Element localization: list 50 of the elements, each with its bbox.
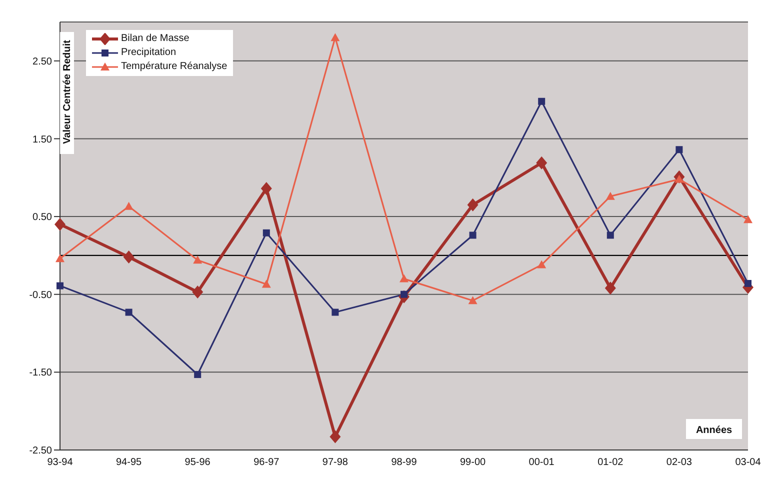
point <box>124 202 134 210</box>
y-tick-label: -1.50 <box>29 368 52 379</box>
point <box>262 280 271 288</box>
point <box>56 282 64 290</box>
point <box>123 250 134 264</box>
y-tick-label: -0.50 <box>29 290 52 301</box>
point <box>193 256 202 264</box>
point <box>125 308 132 316</box>
point <box>744 215 752 224</box>
point <box>536 156 548 170</box>
point <box>604 282 616 295</box>
x-tick-label: 97-98 <box>322 457 348 468</box>
point <box>400 274 408 282</box>
point <box>537 260 546 268</box>
point <box>606 232 614 239</box>
point <box>606 192 615 200</box>
x-tick-label: 93-94 <box>47 457 74 468</box>
legend-label: Precipitation <box>121 46 176 60</box>
point <box>676 146 683 154</box>
y-tick-label: 0.50 <box>32 212 52 224</box>
legend-label: Température Réanalyse <box>121 60 228 74</box>
point <box>330 430 341 444</box>
x-tick-label: 00-01 <box>528 457 555 468</box>
y-tick-label: 2.50 <box>32 56 52 68</box>
point <box>332 308 339 316</box>
point <box>330 33 340 42</box>
x-tick-label: 96-97 <box>254 457 280 468</box>
point <box>467 198 478 212</box>
point <box>56 254 64 262</box>
point <box>468 296 478 304</box>
x-tick-label: 03-04 <box>735 457 762 468</box>
point <box>262 229 270 236</box>
point <box>260 182 272 196</box>
point <box>194 371 202 378</box>
point <box>744 280 752 287</box>
x-tick-label: 99-00 <box>460 457 486 468</box>
y-axis-title: Valeur Centrée Reduit <box>62 39 73 144</box>
point <box>192 286 204 299</box>
legend-label: Bilan de Masse <box>121 32 190 46</box>
x-tick-label: 01-02 <box>598 457 624 468</box>
point <box>538 98 546 105</box>
point <box>469 232 476 239</box>
x-tick-label: 94-95 <box>116 457 142 468</box>
x-tick-label: 95-96 <box>184 457 211 468</box>
x-axis-title: Années <box>696 425 732 436</box>
y-tick-label: 1.50 <box>32 134 52 146</box>
x-tick-label: 98-99 <box>391 457 418 468</box>
y-tick-label: -2.50 <box>29 446 52 457</box>
x-tick-label: 02-03 <box>666 457 692 468</box>
point <box>54 218 66 231</box>
